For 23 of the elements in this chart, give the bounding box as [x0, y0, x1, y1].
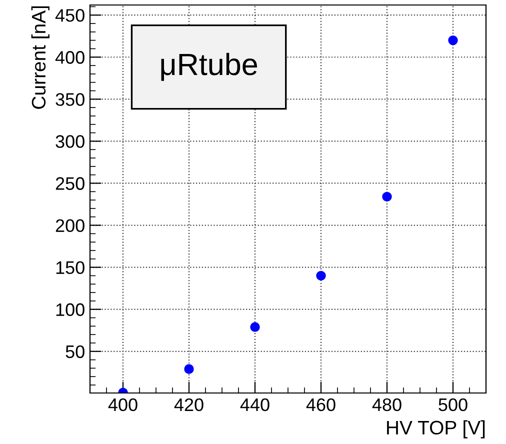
- y-tick-label: 100: [56, 303, 84, 316]
- x-axis-title: HV TOP [V]: [387, 420, 485, 438]
- y-tick-label: 200: [56, 219, 84, 232]
- point: [316, 270, 326, 281]
- y-tick-label: 250: [56, 177, 84, 190]
- x-tick-label: 480: [372, 398, 402, 412]
- x-tick-label: 460: [306, 398, 336, 412]
- point: [382, 192, 392, 202]
- x-tick-label: 500: [438, 398, 468, 412]
- annotation: μRtube: [161, 52, 258, 81]
- x-tick-label: 420: [174, 398, 204, 412]
- x-tick-label: 400: [108, 398, 138, 412]
- point: [250, 322, 260, 332]
- y-tick-label: 400: [55, 51, 84, 64]
- y-tick-label: 350: [56, 93, 84, 106]
- y-tick-label: 50: [66, 345, 84, 358]
- y-tick-label: 300: [56, 135, 84, 148]
- point: [448, 35, 458, 46]
- y-axis-title: Current [nA]: [31, 6, 50, 109]
- y-tick-label: 450: [55, 9, 84, 22]
- y-tick-label: 150: [56, 261, 84, 274]
- point: [184, 364, 194, 374]
- x-tick-label: 440: [240, 398, 270, 412]
